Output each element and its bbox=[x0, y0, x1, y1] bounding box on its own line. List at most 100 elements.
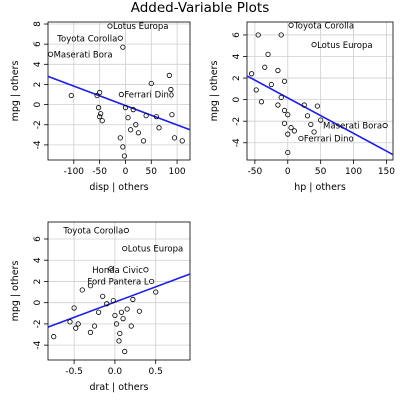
data-point bbox=[253, 87, 259, 93]
figure-title: Added-Variable Plots bbox=[130, 0, 270, 16]
data-point bbox=[87, 283, 94, 289]
regression-line bbox=[48, 75, 190, 131]
data-point bbox=[156, 125, 162, 131]
data-point bbox=[265, 51, 271, 57]
point-label: Lotus Europa bbox=[128, 245, 184, 255]
data-point bbox=[75, 321, 81, 327]
data-point bbox=[136, 308, 143, 314]
data-point bbox=[281, 107, 288, 114]
regression-line bbox=[48, 273, 190, 328]
data-point bbox=[123, 227, 129, 234]
data-point bbox=[275, 102, 281, 108]
data-point bbox=[255, 32, 261, 38]
data-point bbox=[124, 306, 130, 312]
y-tick-label: -4 bbox=[33, 140, 43, 149]
x-tick-label: -50 bbox=[248, 167, 263, 177]
point-label: Honda Civic bbox=[92, 266, 143, 276]
point-label: Maserati Bora bbox=[323, 122, 382, 132]
data-point bbox=[68, 92, 74, 99]
data-point bbox=[117, 330, 123, 337]
data-point bbox=[98, 111, 104, 117]
data-point bbox=[288, 22, 294, 28]
y-tick-label: -2 bbox=[33, 120, 43, 129]
y-axis-label: mpg | others bbox=[10, 261, 21, 322]
data-point bbox=[120, 144, 126, 150]
y-tick-label: 4 bbox=[33, 61, 43, 67]
y-tick-label: -4 bbox=[232, 138, 242, 147]
plot-panel-1: -100 -50 0 50 100 -4 -2 0 2 4 6 8 disp | others mpg |… bbox=[10, 21, 191, 193]
y-tick-label: -2 bbox=[232, 117, 242, 126]
y-tick-label: 4 bbox=[33, 257, 43, 263]
data-point bbox=[262, 64, 268, 70]
data-point bbox=[143, 267, 149, 273]
data-point bbox=[314, 103, 320, 109]
data-point bbox=[278, 94, 284, 101]
data-point bbox=[318, 117, 324, 123]
data-point bbox=[275, 67, 281, 74]
x-tick-label: 150 bbox=[378, 167, 395, 177]
data-point bbox=[281, 120, 288, 126]
point-label: Toyota Corolla bbox=[62, 227, 123, 237]
data-point bbox=[258, 99, 265, 105]
data-point bbox=[304, 113, 311, 119]
plot-frame bbox=[47, 221, 191, 361]
y-tick-label: -2 bbox=[33, 319, 43, 328]
data-point bbox=[104, 301, 110, 307]
data-point bbox=[51, 334, 57, 340]
data-point bbox=[285, 112, 291, 118]
data-point bbox=[97, 89, 103, 96]
regression-line bbox=[247, 75, 393, 156]
data-point bbox=[288, 125, 294, 131]
data-point bbox=[79, 287, 85, 293]
point-label: Ferrari Dino bbox=[124, 91, 174, 101]
data-point bbox=[311, 42, 317, 48]
x-tick-label: -0.5 bbox=[65, 367, 83, 377]
data-point bbox=[133, 122, 139, 128]
data-point bbox=[291, 128, 297, 134]
data-point bbox=[301, 102, 307, 108]
data-point bbox=[108, 266, 114, 272]
data-point bbox=[117, 135, 123, 141]
data-point bbox=[179, 138, 185, 144]
data-point bbox=[149, 278, 155, 285]
point-label: Toyota Corolla bbox=[293, 21, 354, 31]
data-point bbox=[249, 71, 255, 77]
data-point bbox=[285, 149, 291, 156]
y-axis-label: mpg | others bbox=[10, 61, 21, 122]
data-point bbox=[95, 309, 102, 315]
data-point bbox=[110, 297, 116, 304]
plot-panel-2: -50 0 50 100 150 -4 -2 0 2 4 6 hp | others mpg | oth… bbox=[209, 21, 395, 193]
point-label: Toyota Corolla bbox=[56, 34, 117, 44]
data-point bbox=[311, 129, 317, 135]
data-point bbox=[118, 91, 124, 98]
data-point bbox=[140, 138, 147, 144]
x-tick-label: 0 bbox=[123, 167, 129, 177]
x-tick-label: -50 bbox=[92, 167, 107, 177]
data-point bbox=[100, 293, 106, 299]
data-point bbox=[122, 245, 128, 252]
data-point bbox=[143, 113, 149, 119]
x-axis-label: drat | others bbox=[90, 382, 149, 393]
data-point bbox=[118, 309, 125, 315]
plot-frame bbox=[246, 21, 394, 161]
data-point bbox=[67, 319, 73, 325]
point-label: Lotus Europa bbox=[113, 22, 169, 32]
data-point bbox=[99, 118, 105, 124]
data-point bbox=[382, 122, 388, 129]
y-tick-label: 0 bbox=[33, 300, 43, 306]
data-point bbox=[87, 329, 94, 335]
x-tick-label: -100 bbox=[64, 167, 85, 177]
data-point bbox=[268, 81, 274, 88]
data-point bbox=[168, 86, 174, 93]
data-point bbox=[285, 131, 291, 137]
data-point bbox=[91, 323, 98, 329]
data-point bbox=[94, 92, 100, 99]
data-point bbox=[122, 348, 128, 355]
y-tick-label: 2 bbox=[33, 82, 43, 88]
data-point bbox=[153, 114, 160, 120]
data-point bbox=[120, 44, 126, 50]
data-point bbox=[113, 321, 120, 327]
y-tick-label: 2 bbox=[33, 279, 43, 285]
x-tick-label: 0.0 bbox=[108, 367, 123, 377]
